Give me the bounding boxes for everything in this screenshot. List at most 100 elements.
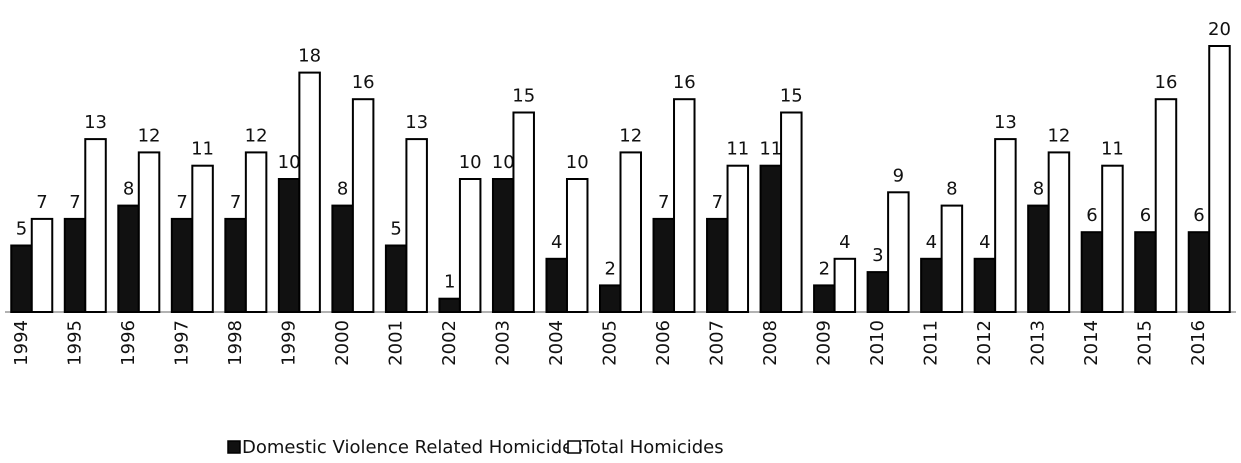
bar	[331, 204, 354, 314]
bar	[866, 271, 890, 314]
x-tick-label: 2003	[492, 320, 513, 366]
data-label: 15	[780, 86, 803, 107]
bar	[706, 217, 729, 313]
bar	[30, 217, 54, 313]
x-tick-label: 1996	[118, 320, 139, 366]
legend-label: Total Homicides	[581, 437, 724, 458]
bar	[973, 257, 997, 313]
bar	[1027, 204, 1050, 314]
bar	[405, 138, 428, 313]
bar	[512, 111, 535, 313]
bar	[10, 244, 33, 313]
bar	[1134, 231, 1157, 313]
bar	[1154, 98, 1178, 313]
data-label: 7	[230, 192, 241, 213]
data-label: 13	[994, 112, 1017, 133]
bar	[1080, 231, 1104, 313]
data-label: 3	[872, 245, 883, 266]
x-tick-label: 1994	[11, 320, 32, 366]
bar	[759, 164, 783, 313]
bar	[384, 244, 408, 313]
bar	[920, 257, 943, 313]
data-label: 2	[819, 258, 830, 279]
data-label: 12	[1047, 125, 1070, 146]
bar	[545, 257, 568, 313]
data-label: 9	[893, 165, 904, 186]
x-tick-label: 1995	[64, 320, 85, 366]
x-tick-label: 2002	[439, 320, 460, 366]
data-label: 10	[566, 152, 589, 173]
x-tick-label: 2000	[332, 320, 353, 366]
data-label: 4	[979, 232, 990, 253]
data-label: 1	[444, 272, 455, 293]
legend-label: Domestic Violence Related Homicides	[242, 437, 583, 458]
bar	[351, 98, 375, 313]
x-tick-label: 2001	[385, 320, 406, 366]
data-label: 10	[492, 152, 515, 173]
data-label: 4	[926, 232, 937, 253]
bar	[619, 151, 642, 313]
legend-swatch	[227, 440, 241, 454]
bar	[565, 178, 589, 313]
x-tick-label: 2008	[760, 320, 781, 366]
data-label: 7	[658, 192, 669, 213]
bar	[1208, 45, 1231, 313]
x-tick-label: 2005	[600, 320, 621, 366]
data-label: 12	[619, 125, 642, 146]
x-tick-label: 2006	[653, 320, 674, 366]
bar	[652, 217, 676, 313]
x-tick-label: 2010	[867, 320, 888, 366]
data-label: 16	[1155, 72, 1178, 93]
data-label: 16	[352, 72, 375, 93]
x-tick-label: 1997	[171, 320, 192, 366]
data-label: 5	[16, 219, 27, 240]
data-label: 11	[1101, 139, 1124, 160]
data-label: 16	[673, 72, 696, 93]
data-label: 2	[605, 258, 616, 279]
bar	[224, 217, 247, 313]
x-tick-label: 2007	[707, 320, 728, 366]
data-label: 13	[405, 112, 428, 133]
x-tick-label: 1999	[278, 320, 299, 366]
data-label: 6	[1086, 205, 1097, 226]
x-tick-label: 2004	[546, 320, 567, 366]
bar	[244, 151, 268, 313]
data-label: 10	[278, 152, 301, 173]
bar	[673, 98, 696, 313]
bar	[599, 284, 622, 313]
legend-swatch	[567, 440, 581, 454]
bar	[438, 297, 461, 314]
bar	[994, 138, 1017, 313]
data-label: 13	[84, 112, 107, 133]
x-tick-label: 2016	[1188, 320, 1209, 366]
x-tick-label: 1998	[225, 320, 246, 366]
data-label: 12	[138, 125, 161, 146]
data-label: 7	[176, 192, 187, 213]
bar	[726, 164, 750, 313]
bar	[1101, 164, 1124, 313]
data-label: 5	[390, 219, 401, 240]
bar	[491, 178, 515, 313]
data-label: 11	[191, 139, 214, 160]
bar	[1047, 151, 1071, 313]
bar	[940, 204, 964, 314]
bar	[298, 71, 321, 313]
x-tick-label: 2012	[974, 320, 995, 366]
x-tick-label: 2015	[1135, 320, 1156, 366]
x-tick-label: 2011	[921, 320, 942, 366]
data-label: 18	[298, 46, 321, 67]
data-label: 10	[459, 152, 482, 173]
bar	[887, 191, 910, 313]
data-label: 20	[1208, 19, 1231, 40]
bar	[458, 178, 482, 313]
x-tick-label: 2013	[1028, 320, 1049, 366]
bar	[813, 284, 836, 313]
data-label: 6	[1140, 205, 1151, 226]
data-label: 11	[759, 139, 782, 160]
data-label: 4	[839, 232, 850, 253]
data-label: 8	[946, 179, 957, 200]
data-label: 12	[245, 125, 268, 146]
x-tick-label: 2009	[814, 320, 835, 366]
x-tick-label: 2014	[1081, 320, 1102, 366]
